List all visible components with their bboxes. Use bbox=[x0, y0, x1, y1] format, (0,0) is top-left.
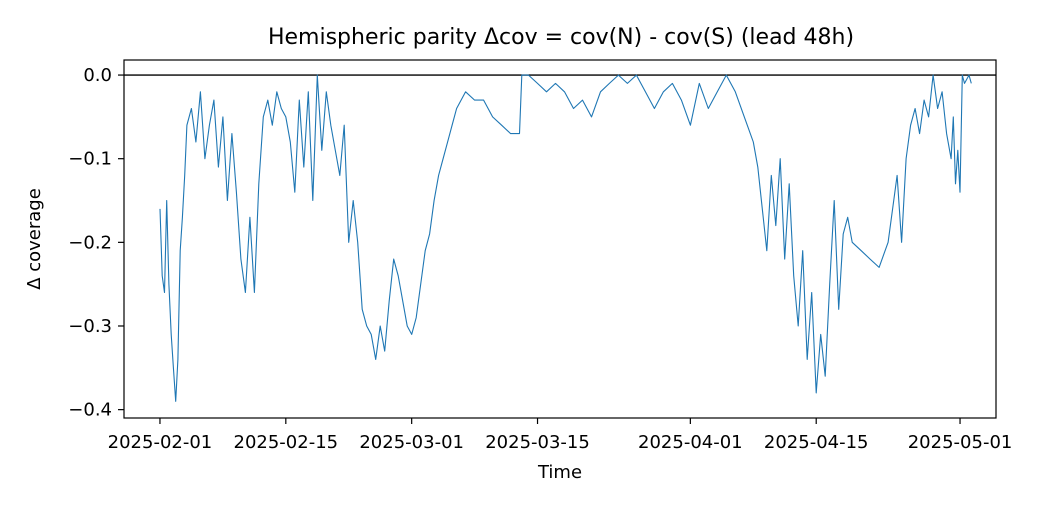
series-line-0 bbox=[159, 74, 972, 402]
chart-title: Hemispheric parity Δcov = cov(N) - cov(S… bbox=[268, 25, 854, 50]
y-tick-label: −0.2 bbox=[68, 232, 112, 253]
series-lines bbox=[124, 74, 996, 402]
y-axis-label: Δ coverage bbox=[24, 188, 45, 290]
x-axis-label: Time bbox=[537, 462, 582, 483]
x-axis-ticks: 2025-02-01 2025-02-15 2025-03-01 2025-03-15… bbox=[108, 418, 1013, 453]
x-tick-label: 2025-02-01 bbox=[108, 432, 213, 453]
y-axis-ticks: 0.0 −0.1 −0.2 −0.3 −0.4 bbox=[68, 65, 124, 421]
y-tick-label: 0.0 bbox=[83, 65, 112, 86]
x-tick-label: 2025-03-01 bbox=[359, 432, 464, 453]
x-tick-label: 2025-03-15 bbox=[485, 432, 590, 453]
y-tick-label: −0.3 bbox=[68, 316, 112, 337]
x-tick-label: 2025-04-15 bbox=[764, 432, 869, 453]
y-tick-label: −0.1 bbox=[68, 149, 112, 170]
x-tick-label: 2025-05-01 bbox=[908, 432, 1013, 453]
y-tick-label: −0.4 bbox=[68, 400, 112, 421]
x-tick-label: 2025-04-01 bbox=[638, 432, 743, 453]
x-tick-label: 2025-02-15 bbox=[234, 432, 339, 453]
plot-frame bbox=[123, 59, 997, 419]
plot-area: 0.0 −0.1 −0.2 −0.3 −0.4 2025-02-01 2025-02-15… bbox=[68, 59, 1013, 453]
